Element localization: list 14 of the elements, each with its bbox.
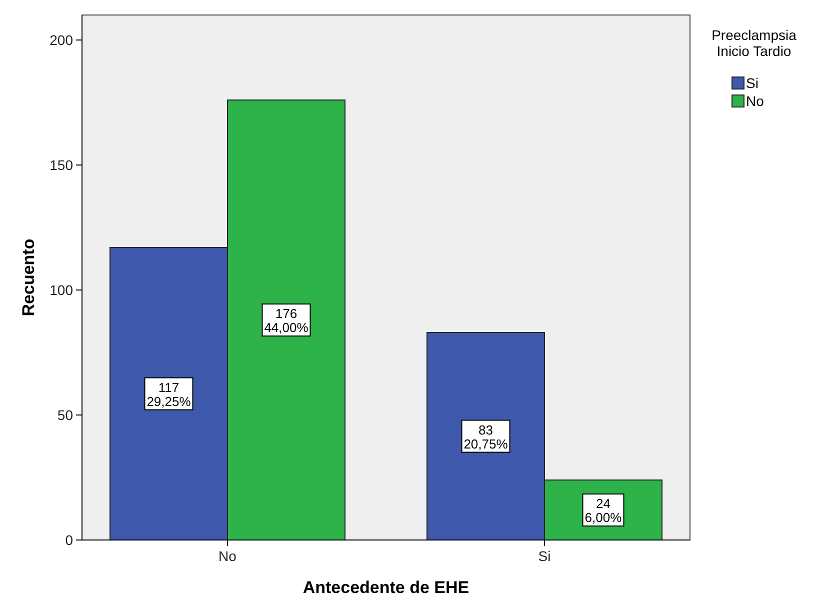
x-axis-title: Antecedente de EHE: [302, 578, 470, 597]
data-label: 83 20,75%: [464, 422, 508, 452]
data-label: 176 44,00%: [264, 306, 309, 335]
data-label: 24 6,00%: [584, 496, 622, 525]
data-label: 117 29,25%: [146, 380, 192, 409]
legend-label: No: [746, 93, 764, 109]
y-tick-label: 50: [57, 407, 74, 423]
y-tick-label: 100: [50, 282, 74, 298]
legend-label: Si: [746, 75, 758, 91]
y-tick-label: 200: [50, 32, 74, 48]
y-tick-label: 150: [50, 157, 74, 173]
y-axis-title: Recuento: [19, 238, 38, 316]
legend-title: Preeclampsia Inicio Tardio: [712, 27, 797, 59]
y-tick-label: 0: [65, 532, 74, 548]
